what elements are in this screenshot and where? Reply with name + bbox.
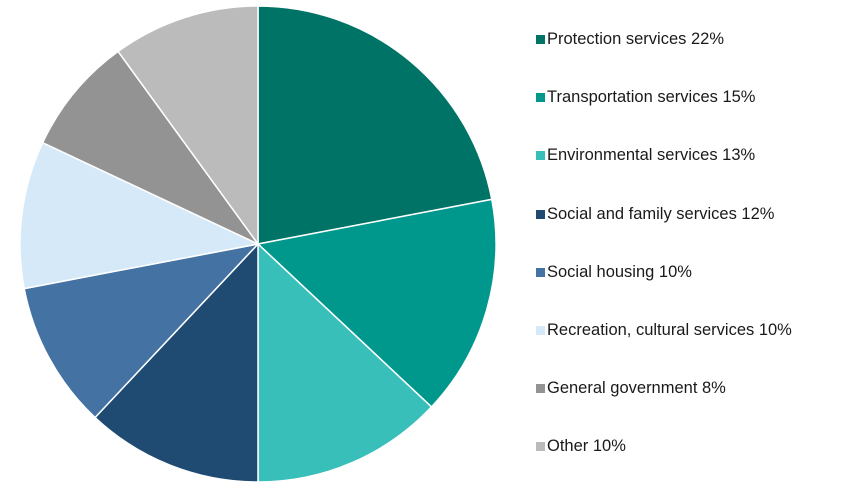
legend-swatch [536,442,545,452]
legend-swatch [536,384,545,394]
legend-swatch [536,267,545,277]
legend-item-environmental-services: Environmental services 13% [536,146,792,204]
chart-legend: Protection services 22% Transportation s… [536,30,792,496]
legend-label: Protection services 22% [547,30,724,48]
pie-slice-0 [257,5,493,245]
pie-slice-2 [257,243,433,483]
legend-swatch [536,35,545,44]
pie-slice-3 [94,243,259,483]
legend-item-social-family-services: Social and family services 12% [536,205,792,263]
legend-item-social-housing: Social housing 10% [536,263,792,321]
pie-chart [19,5,497,483]
legend-item-general-government: General government 8% [536,379,792,437]
legend-swatch [536,151,545,161]
pie-slice-6 [41,50,259,245]
pie-slice-5 [19,141,259,290]
legend-item-transportation-services: Transportation services 15% [536,88,792,146]
pie-slice-7 [117,5,259,245]
legend-label: Other 10% [547,437,626,456]
pie-slice-1 [257,198,497,408]
legend-item-other: Other 10% [536,437,792,495]
legend-swatch [536,209,545,219]
legend-item-recreation-cultural: Recreation, cultural services 10% [536,321,792,379]
legend-swatch [536,325,545,335]
legend-item-protection-services: Protection services 22% [536,30,792,88]
legend-label: Recreation, cultural services 10% [547,320,792,339]
legend-label: Transportation services 15% [547,88,756,107]
legend-swatch [536,93,545,103]
legend-label: General government 8% [547,379,726,398]
legend-label: Social housing 10% [547,262,692,281]
legend-label: Environmental services 13% [547,146,756,165]
legend-label: Social and family services 12% [547,204,775,223]
pie-slice-4 [23,243,259,419]
